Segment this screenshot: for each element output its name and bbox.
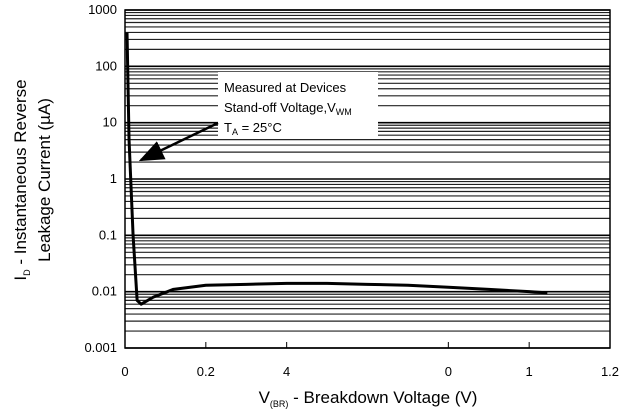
- y-tick-label: 1: [110, 171, 117, 186]
- plot: [125, 32, 548, 306]
- annotation-text: Stand-off Voltage,VWM: [224, 100, 352, 117]
- x-tick-label: 1: [526, 364, 533, 379]
- x-tick-label: 0.2: [197, 364, 215, 379]
- annotation-arrow: [138, 121, 219, 162]
- annotation-text: Measured at Devices: [224, 80, 347, 95]
- annotation-box: [218, 72, 378, 138]
- y-tick-label: 0.001: [84, 340, 117, 355]
- grid: [125, 9, 610, 349]
- y-tick-label: 1000: [88, 2, 117, 17]
- annotation-text: TA = 25°C: [224, 120, 282, 137]
- x-tick-label: 4: [283, 364, 290, 379]
- x-tick-label: 0: [445, 364, 452, 379]
- x-tick-label: 0: [121, 364, 128, 379]
- x-axis-label: V(BR) - Breakdown Voltage (V): [259, 388, 478, 409]
- data-line: [125, 32, 548, 306]
- x-tick-label: 1.2: [601, 364, 619, 379]
- y-tick-label: 100: [95, 58, 117, 73]
- y-tick-label: 10: [103, 115, 117, 130]
- y-tick-label: 0.01: [92, 284, 117, 299]
- y-axis-label: ID - Instantaneous Reverse: [11, 79, 32, 280]
- y-axis-label: Leakage Current (µA): [35, 98, 54, 262]
- y-tick-label: 0.1: [99, 227, 117, 242]
- plot-frame: [124, 9, 611, 349]
